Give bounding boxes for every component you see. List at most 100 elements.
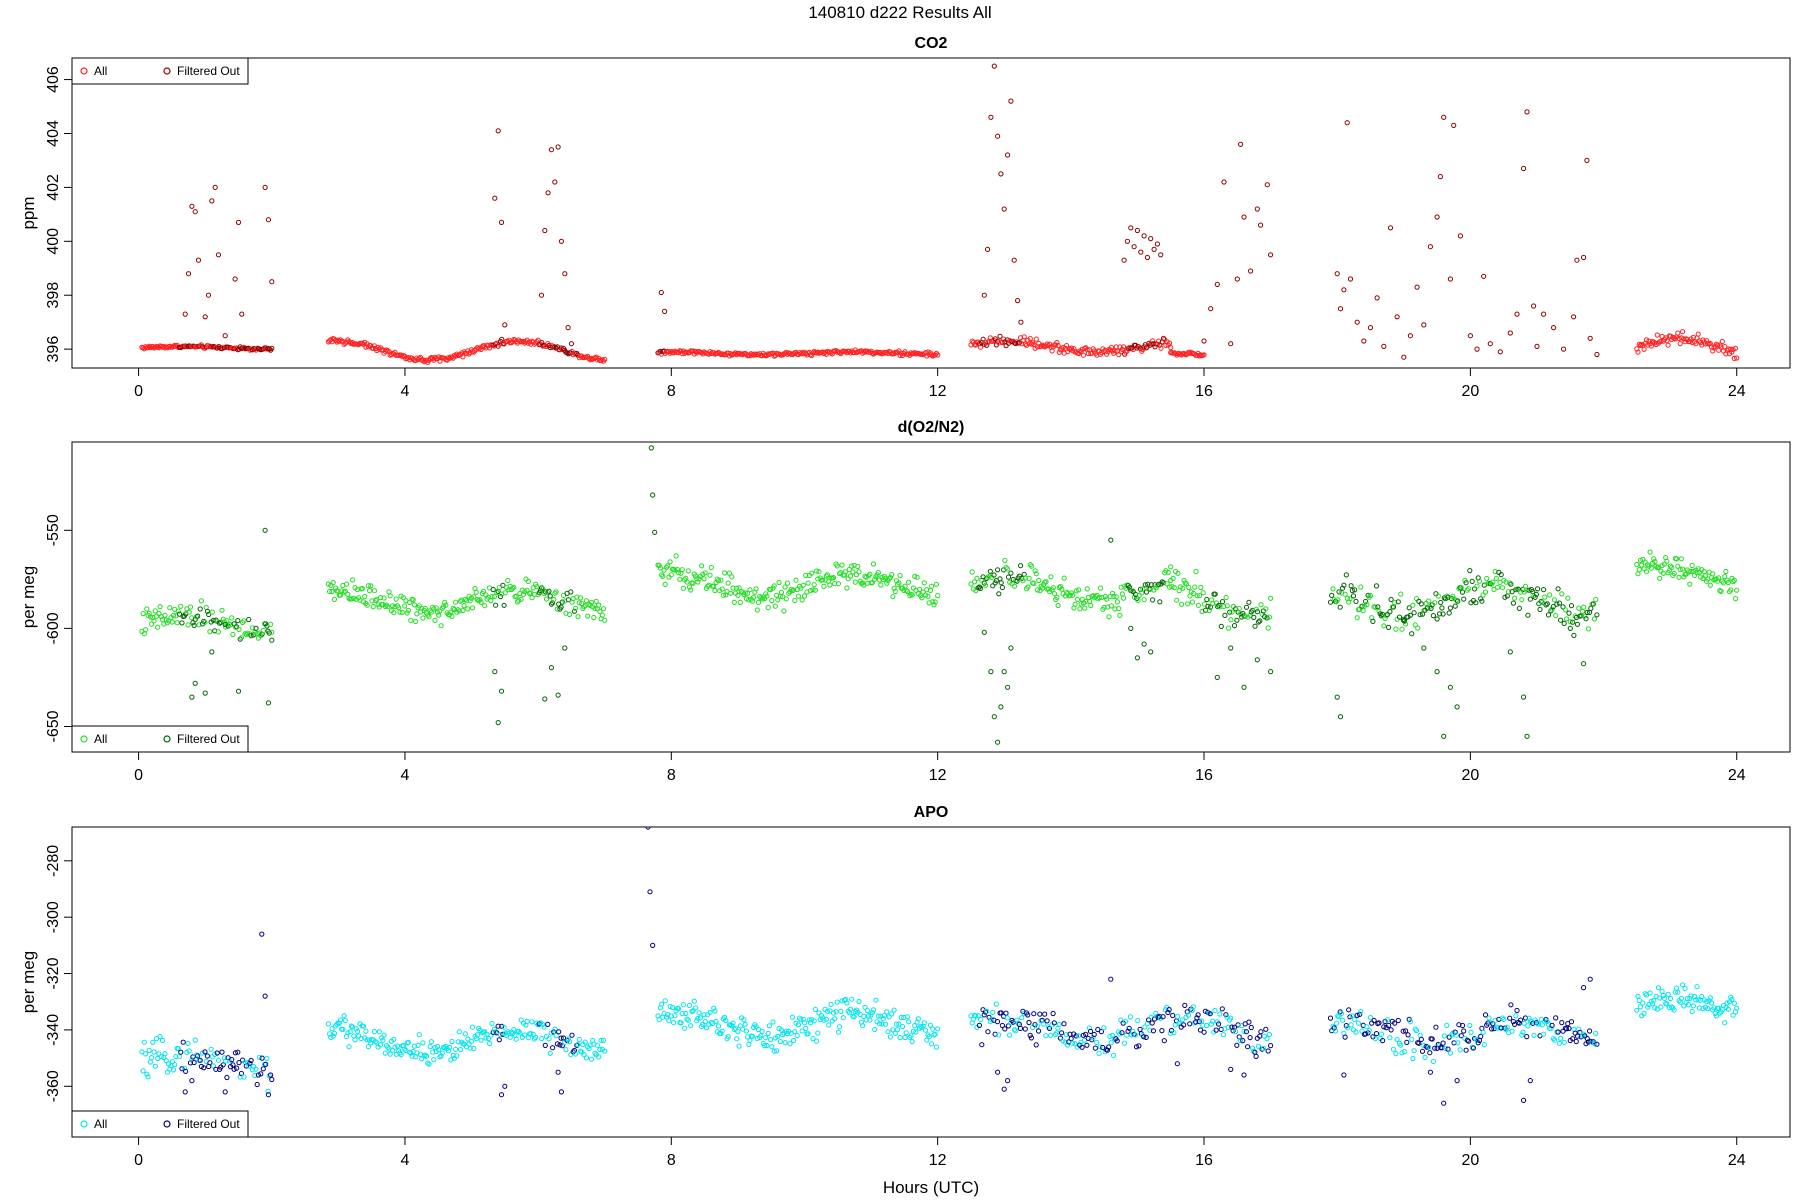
- point-all: [173, 1053, 179, 1060]
- point-all: [352, 1037, 358, 1043]
- point-all: [1090, 1035, 1096, 1041]
- point-all: [870, 1007, 877, 1013]
- point-all: [929, 1041, 935, 1047]
- point-all: [1432, 600, 1438, 606]
- point-filtered-out: [1392, 1020, 1398, 1026]
- point-all: [426, 614, 432, 620]
- point-all: [576, 1036, 582, 1043]
- point-all: [1237, 1037, 1244, 1044]
- point-all: [1181, 577, 1187, 584]
- point-all: [432, 617, 438, 624]
- point-all: [1264, 1036, 1270, 1042]
- point-filtered-out: [1516, 1020, 1523, 1026]
- point-filtered-out: [1008, 570, 1014, 576]
- point-all: [1398, 1042, 1404, 1048]
- point-all: [867, 571, 873, 577]
- point-filtered-out: [1359, 603, 1365, 609]
- point-all: [1057, 584, 1064, 590]
- point-all: [821, 583, 827, 590]
- point-all: [1654, 332, 1660, 338]
- point-all: [914, 574, 920, 580]
- point-filtered-out: [1587, 1028, 1593, 1034]
- point-all: [327, 588, 333, 595]
- point-filtered-out: [259, 1055, 265, 1061]
- point-all: [1224, 603, 1230, 609]
- point-all: [524, 587, 530, 593]
- point-all: [260, 627, 266, 634]
- point-filtered-out: [1264, 615, 1270, 621]
- point-all: [1353, 1029, 1359, 1035]
- point-filtered-out: [1031, 1011, 1037, 1017]
- point-all: [736, 585, 742, 591]
- point-all: [885, 1029, 891, 1035]
- point-all: [891, 585, 897, 591]
- point-all: [1519, 597, 1525, 603]
- point-all: [1678, 995, 1685, 1002]
- point-filtered-out: [998, 704, 1004, 710]
- point-all: [1002, 557, 1008, 564]
- point-filtered-out: [1005, 152, 1011, 158]
- point-all: [411, 602, 417, 608]
- point-filtered-out: [547, 593, 553, 599]
- point-all: [413, 618, 419, 625]
- point-all: [399, 609, 405, 615]
- point-all: [809, 570, 815, 576]
- point-all: [789, 1014, 796, 1020]
- point-all: [806, 1017, 812, 1023]
- point-all: [835, 1029, 842, 1035]
- point-all: [1677, 567, 1683, 573]
- point-all: [1417, 1032, 1423, 1038]
- point-filtered-out: [1337, 604, 1343, 610]
- point-filtered-out: [1361, 338, 1367, 344]
- point-all: [157, 1034, 163, 1040]
- point-filtered-out: [1441, 733, 1447, 739]
- point-all: [800, 582, 806, 588]
- point-all: [1068, 345, 1075, 351]
- point-filtered-out: [232, 276, 238, 282]
- point-filtered-out: [1265, 1048, 1271, 1054]
- point-all: [761, 1043, 768, 1049]
- point-all: [876, 1021, 883, 1027]
- point-all: [1665, 342, 1671, 348]
- point-all: [460, 607, 466, 614]
- point-filtered-out: [1254, 657, 1260, 663]
- point-all: [904, 1014, 911, 1020]
- point-all: [543, 596, 550, 602]
- point-filtered-out: [263, 1061, 269, 1068]
- point-all: [935, 1026, 941, 1032]
- point-all: [815, 1030, 821, 1036]
- point-all: [838, 1008, 844, 1015]
- y-tick-label: 396: [45, 336, 62, 363]
- point-all: [1542, 594, 1548, 600]
- point-all: [685, 1017, 691, 1023]
- point-filtered-out: [501, 602, 507, 608]
- point-all: [1054, 594, 1060, 601]
- point-all: [1716, 575, 1722, 581]
- point-filtered-out: [502, 322, 508, 328]
- legend-entry: Filtered Out: [177, 732, 240, 746]
- point-filtered-out: [1073, 1033, 1079, 1039]
- point-filtered-out: [1587, 976, 1593, 982]
- point-all: [1019, 1015, 1025, 1021]
- point-all: [1266, 614, 1273, 620]
- point-all: [1014, 1017, 1020, 1023]
- point-all: [821, 1017, 827, 1023]
- point-all: [402, 1046, 408, 1052]
- point-all: [1204, 1022, 1210, 1029]
- point-filtered-out: [554, 1041, 561, 1047]
- point-all: [1034, 1023, 1041, 1029]
- point-all: [1444, 593, 1450, 599]
- point-filtered-out: [1419, 1048, 1426, 1054]
- point-all: [470, 1024, 476, 1030]
- point-all: [1547, 592, 1553, 598]
- point-filtered-out: [1395, 599, 1401, 605]
- point-all: [511, 584, 517, 590]
- point-all: [1521, 1020, 1527, 1026]
- point-all: [1108, 1040, 1114, 1046]
- point-filtered-out: [1160, 335, 1167, 341]
- point-filtered-out: [559, 599, 565, 605]
- point-filtered-out: [249, 347, 255, 353]
- point-all: [1193, 568, 1199, 575]
- point-all: [1497, 579, 1503, 586]
